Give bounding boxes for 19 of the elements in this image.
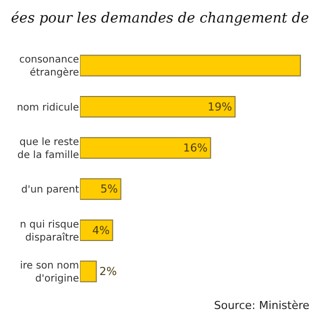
data-label: 16%	[183, 141, 208, 154]
y-tick-label: ire son nom d'origine	[20, 260, 79, 284]
y-tick-label: n qui risque disparaître	[20, 219, 79, 244]
bar	[80, 54, 301, 76]
data-label: 5%	[100, 182, 118, 196]
y-tick-label: d'un parent	[21, 184, 80, 196]
bar	[80, 219, 114, 242]
chart-title: ées pour les demandes de changement de	[11, 10, 309, 27]
bar	[80, 178, 122, 200]
source-note: Source: Ministère	[214, 299, 310, 312]
data-label: 4%	[92, 224, 110, 237]
y-tick-label: nom ridicule	[16, 102, 79, 114]
y-tick-label: que le reste de la famille	[17, 136, 79, 161]
y-tick-label: consonance étrangère	[19, 54, 79, 79]
bar	[80, 137, 212, 159]
data-label: 2%	[99, 264, 117, 278]
bar	[80, 260, 97, 282]
bar	[80, 96, 236, 118]
data-label: 19%	[208, 100, 232, 114]
